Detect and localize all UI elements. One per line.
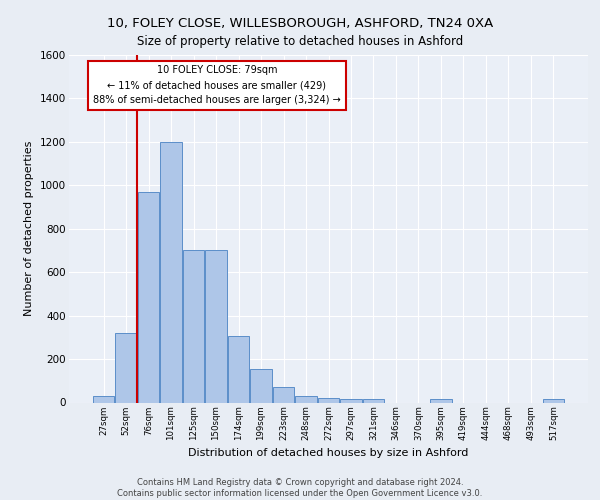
Bar (115, 333, 137, 402)
Bar (317, 398, 340, 402)
Bar (430, 399, 452, 402)
Bar (340, 399, 362, 402)
Bar (137, 192, 160, 402)
Bar (92, 396, 115, 402)
Y-axis label: Number of detached properties: Number of detached properties (25, 141, 34, 316)
Text: Contains HM Land Registry data © Crown copyright and database right 2024.
Contai: Contains HM Land Registry data © Crown c… (118, 478, 482, 498)
Bar (542, 399, 565, 402)
Bar (182, 250, 205, 402)
Text: 10 FOLEY CLOSE: 79sqm
← 11% of detached houses are smaller (429)
88% of semi-det: 10 FOLEY CLOSE: 79sqm ← 11% of detached … (93, 66, 341, 105)
Bar (205, 250, 227, 402)
Bar (272, 388, 295, 402)
Bar (160, 142, 182, 403)
Bar (295, 396, 317, 402)
X-axis label: Distribution of detached houses by size in Ashford: Distribution of detached houses by size … (188, 448, 469, 458)
Text: Size of property relative to detached houses in Ashford: Size of property relative to detached ho… (137, 35, 463, 48)
Bar (227, 336, 250, 402)
Text: 10, FOLEY CLOSE, WILLESBOROUGH, ASHFORD, TN24 0XA: 10, FOLEY CLOSE, WILLESBOROUGH, ASHFORD,… (107, 18, 493, 30)
Bar (362, 399, 385, 402)
Bar (250, 369, 272, 402)
